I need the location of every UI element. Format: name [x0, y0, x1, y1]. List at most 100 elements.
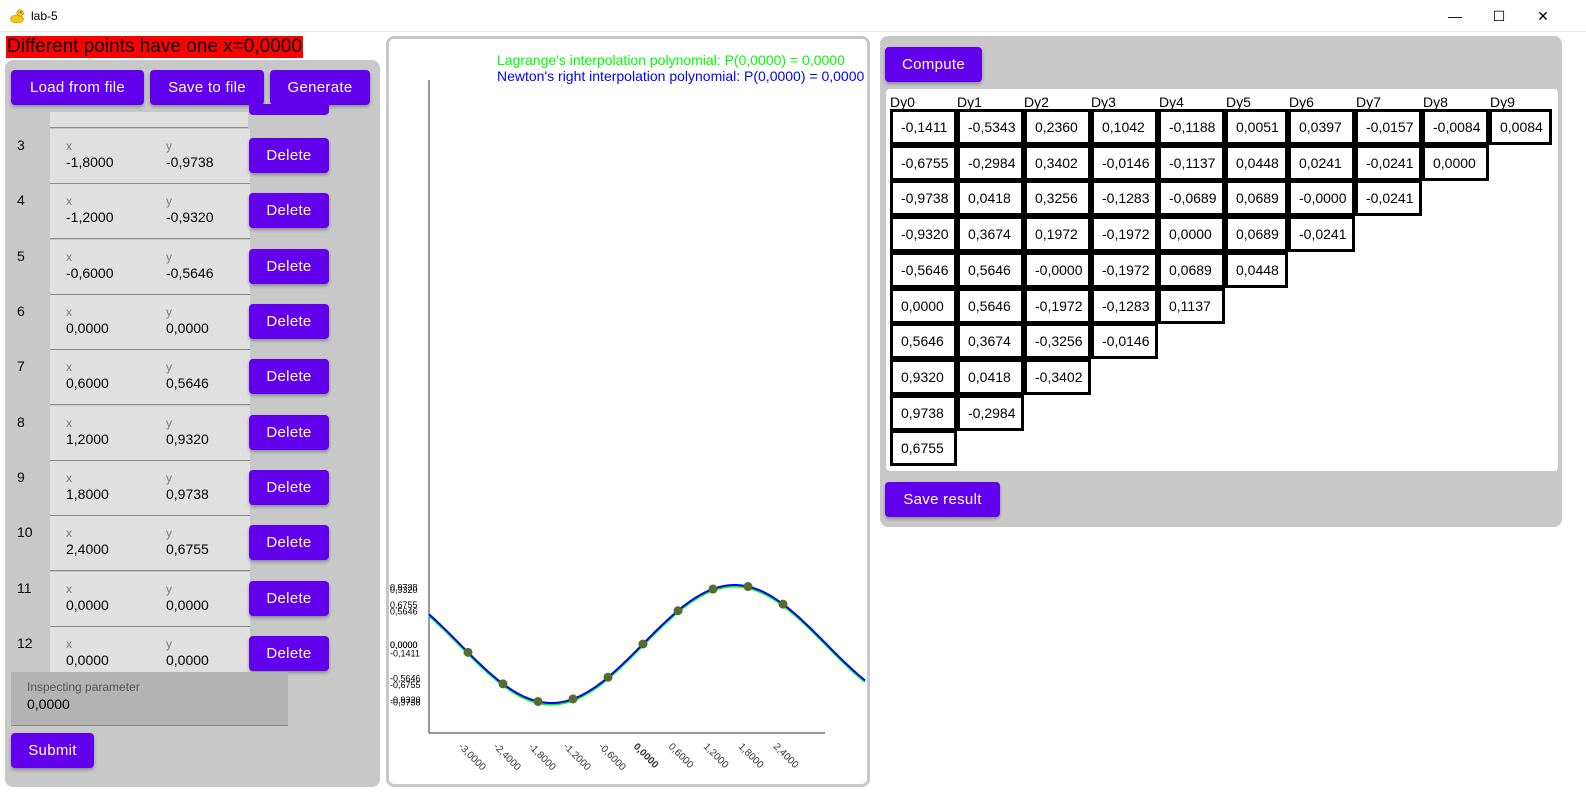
data-point	[463, 647, 473, 657]
x-field-value: 0,0000	[66, 652, 109, 668]
delete-button[interactable]: Delete	[249, 525, 329, 560]
y-tick-label: -0,5646	[390, 673, 421, 683]
data-point	[498, 679, 508, 689]
compute-button[interactable]: Compute	[885, 47, 982, 82]
point-row: 12 x 0,0000 y 0,0000 Delete	[8, 627, 348, 677]
y-field-value: 0,0000	[166, 652, 209, 668]
point-y-field[interactable]: y 0,6755	[150, 516, 250, 571]
delete-button[interactable]: Delete	[249, 636, 329, 671]
x-field-label: x	[66, 526, 72, 540]
point-y-field[interactable]: y -0,9738	[150, 129, 250, 184]
delete-button[interactable]: Delete	[249, 304, 329, 339]
delete-button[interactable]: Delete	[249, 138, 329, 173]
y-field-value: 0,0000	[166, 597, 209, 613]
maximize-button[interactable]: ☐	[1492, 7, 1506, 24]
y-tick-label: 0,6755	[390, 600, 418, 610]
diff-cell: -0,0157	[1355, 109, 1422, 145]
y-field-label: y	[166, 637, 172, 651]
x-field-value: -1,2000	[66, 209, 114, 225]
x-field-value: 0,0000	[66, 597, 109, 613]
point-x-field[interactable]: x 0,0000	[50, 295, 150, 350]
point-row: 8 x 1,2000 y 0,9320 Delete	[8, 406, 348, 462]
inspect-value: 0,0000	[27, 696, 70, 712]
diff-cell: -0,1411	[890, 109, 957, 145]
point-x-field[interactable]: x 0,6000	[50, 350, 150, 405]
diff-cell: 0,3256	[1024, 180, 1091, 217]
submit-button[interactable]: Submit	[11, 733, 94, 768]
diff-header: Dy6	[1289, 94, 1314, 110]
load-from-file-button[interactable]: Load from file	[11, 70, 144, 105]
save-to-file-button[interactable]: Save to file	[150, 70, 264, 105]
x-tick-label: -2,4000	[491, 741, 523, 773]
x-field-label: x	[66, 194, 72, 208]
point-x-field[interactable]: x 1,2000	[50, 406, 150, 461]
inspect-label: Inspecting parameter	[27, 680, 140, 694]
point-x-field[interactable]: x 1,8000	[50, 461, 150, 516]
data-point	[673, 606, 683, 616]
diff-cell: 0,0689	[1158, 251, 1225, 288]
y-field-label: y	[166, 305, 172, 319]
delete-button[interactable]: Delete	[249, 193, 329, 228]
delete-button[interactable]: Delete	[249, 581, 329, 616]
point-y-field[interactable]: y 0,9320	[150, 406, 250, 461]
diff-cell: -0,0689	[1158, 180, 1225, 217]
point-x-field[interactable]: x 0,0000	[50, 627, 150, 677]
diff-cell: -0,0000	[1288, 180, 1355, 217]
x-field-value: -1,8000	[66, 154, 114, 170]
y-tick-label: -0,6755	[390, 680, 421, 690]
save-result-button[interactable]: Save result	[885, 482, 1000, 517]
x-field-label: x	[66, 139, 72, 153]
close-button[interactable]: ✕	[1537, 7, 1549, 24]
diff-cell: 0,0448	[1225, 251, 1288, 288]
diff-cell: -0,1972	[1091, 251, 1158, 288]
diff-cell: 0,0689	[1225, 216, 1288, 253]
delete-button[interactable]: Delete	[249, 249, 329, 284]
partial-delete-button[interactable]	[249, 104, 329, 115]
point-x-field[interactable]: x -1,8000	[50, 129, 150, 184]
y-field-label: y	[166, 471, 172, 485]
diff-cell: -0,2984	[957, 144, 1024, 181]
point-row: 4 x -1,2000 y -0,9320 Delete	[8, 184, 348, 240]
diff-cell: 0,1972	[1024, 216, 1091, 253]
diff-cell: -0,9320	[890, 216, 957, 253]
point-y-field[interactable]: y 0,0000	[150, 572, 250, 627]
error-banner: Different points have one x=0,0000	[6, 36, 303, 58]
minimize-button[interactable]: —	[1448, 8, 1462, 24]
generate-button[interactable]: Generate	[270, 70, 370, 105]
diff-cell: 0,0051	[1225, 109, 1288, 145]
y-tick-label: 0,9738	[390, 583, 418, 593]
point-y-field[interactable]: y -0,9320	[150, 184, 250, 239]
lagrange-legend: Lagrange's interpolation polynomial: P(0…	[497, 52, 845, 68]
partial-point-row	[50, 112, 248, 128]
points-list[interactable]: 3 x -1,8000 y -0,9738 Delete 4 x -1,2000 y -0,9320…	[8, 117, 348, 677]
point-y-field[interactable]: y 0,0000	[150, 295, 250, 350]
y-field-label: y	[166, 250, 172, 264]
point-x-field[interactable]: x 2,4000	[50, 516, 150, 571]
delete-button[interactable]: Delete	[249, 359, 329, 394]
x-field-label: x	[66, 637, 72, 651]
point-y-field[interactable]: y 0,5646	[150, 350, 250, 405]
diff-cell: 0,3402	[1024, 144, 1091, 181]
inspecting-parameter-field[interactable]: Inspecting parameter 0,0000	[11, 672, 288, 726]
point-index: 12	[17, 635, 33, 651]
y-field-label: y	[166, 526, 172, 540]
y-field-label: y	[166, 360, 172, 374]
point-x-field[interactable]: x -1,2000	[50, 184, 150, 239]
point-y-field[interactable]: y 0,0000	[150, 627, 250, 677]
point-x-field[interactable]: x 0,0000	[50, 572, 150, 627]
diff-cell: 0,0448	[1225, 144, 1288, 181]
diff-cell: 0,0241	[1288, 144, 1355, 181]
duck-icon	[10, 9, 25, 24]
window-title: lab-5	[31, 9, 58, 23]
point-x-field[interactable]: x -0,6000	[50, 240, 150, 295]
point-y-field[interactable]: y -0,5646	[150, 240, 250, 295]
y-field-value: 0,5646	[166, 375, 209, 391]
x-tick-label: 2,4000	[771, 741, 801, 771]
data-point	[533, 696, 543, 706]
delete-button[interactable]: Delete	[249, 415, 329, 450]
delete-button[interactable]: Delete	[249, 470, 329, 505]
diff-cell: 0,1137	[1158, 287, 1225, 324]
point-y-field[interactable]: y 0,9738	[150, 461, 250, 516]
y-field-value: 0,0000	[166, 320, 209, 336]
diff-cell: -0,0146	[1091, 144, 1158, 181]
